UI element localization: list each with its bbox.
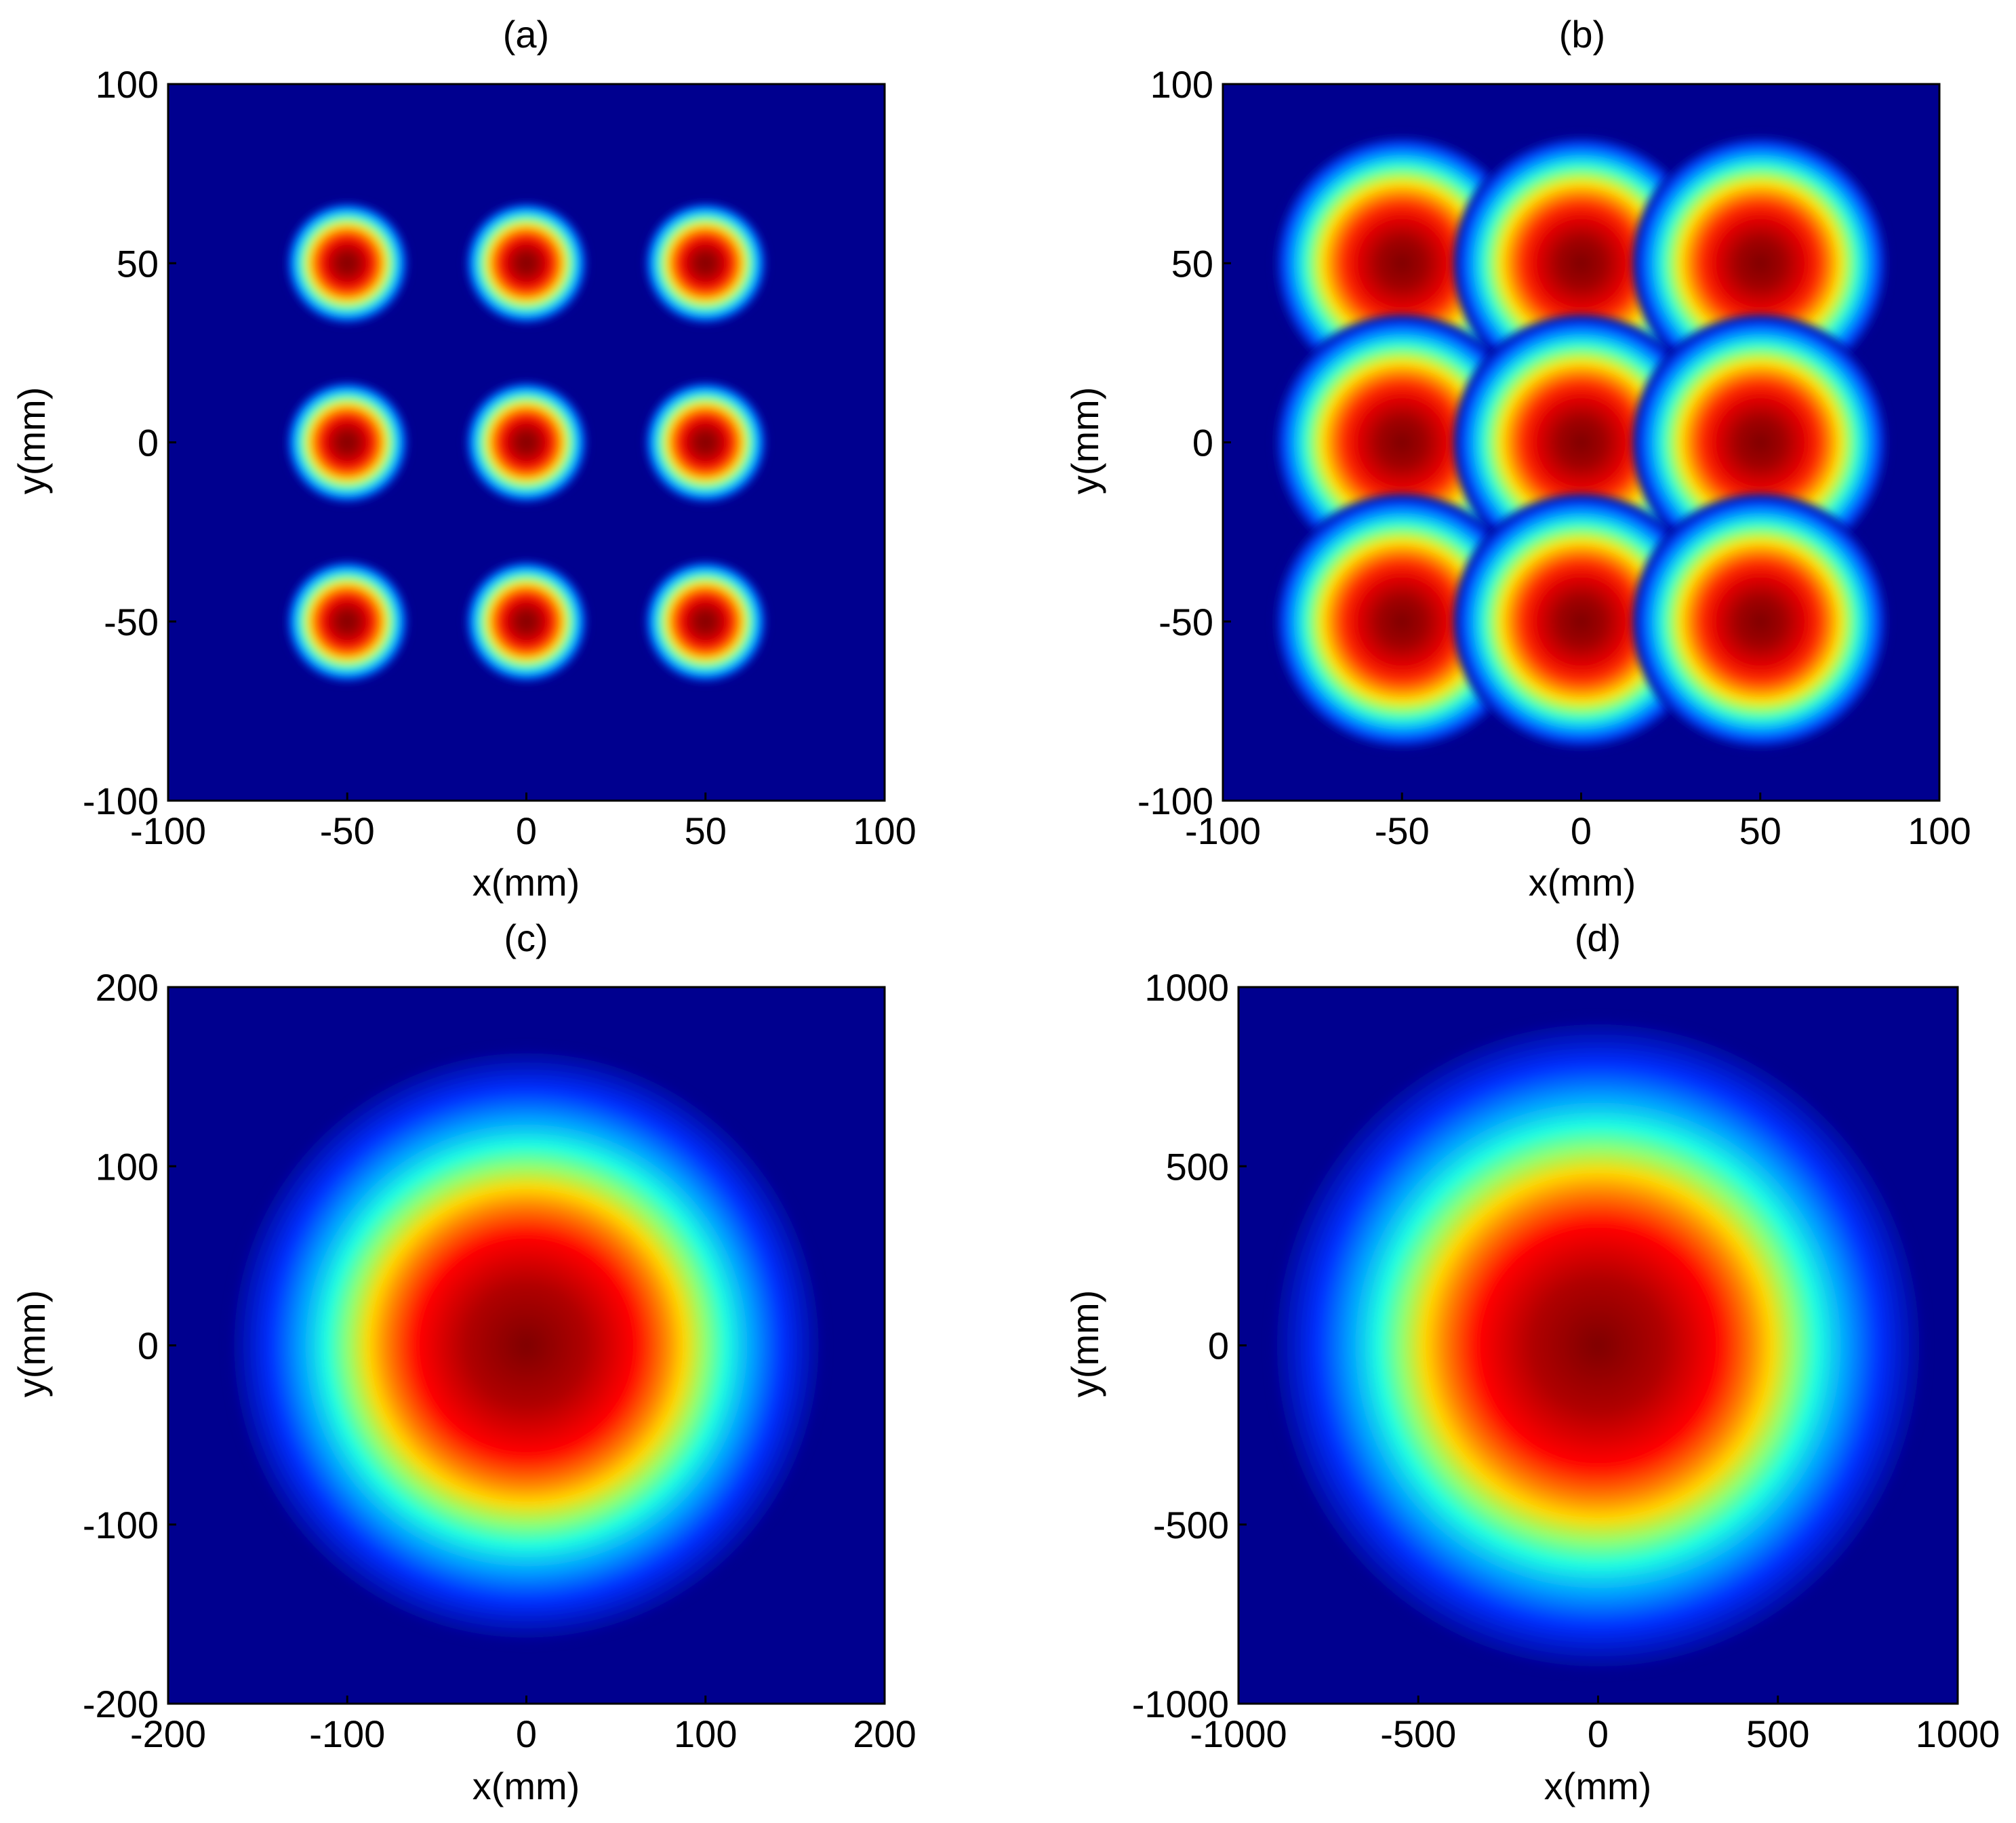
panel-d: -1000 -500 0 500 1000 1000 500 0 -500 -1000 (d) x… <box>1064 917 2000 1807</box>
x-tick-label: 100 <box>1908 809 1971 852</box>
intensity-spot <box>644 381 767 504</box>
heatmap-spots <box>286 202 767 683</box>
x-tick-label: 0 <box>516 1712 537 1755</box>
plot-area: -1000 -500 0 500 1000 1000 500 0 -500 -1000 <box>1132 966 2000 1755</box>
y-tick-label: 0 <box>1192 422 1213 464</box>
x-tick-label: -200 <box>130 1712 206 1755</box>
x-tick-label: 0 <box>1588 1712 1609 1755</box>
y-tick-label: -500 <box>1153 1504 1229 1546</box>
intensity-spot <box>1632 135 1889 391</box>
intensity-spot <box>286 381 409 504</box>
y-tick-label: -50 <box>1158 601 1213 643</box>
intensity-spot <box>228 1047 824 1643</box>
y-tick-label: 100 <box>96 63 159 106</box>
y-axis-label: y(mm) <box>10 1290 53 1398</box>
y-tick-label: -50 <box>104 601 159 643</box>
x-axis-label: x(mm) <box>1529 861 1636 904</box>
y-tick-label: 50 <box>1171 242 1213 285</box>
intensity-spot <box>1632 494 1889 750</box>
x-axis-label: x(mm) <box>472 1765 580 1807</box>
x-tick-label: -500 <box>1380 1712 1456 1755</box>
intensity-spot <box>1453 135 1709 391</box>
panel-title: (c) <box>504 917 548 959</box>
x-tick-label: 100 <box>674 1712 737 1755</box>
y-tick-label: 0 <box>138 1325 159 1367</box>
intensity-spot <box>1274 135 1530 391</box>
intensity-spot <box>1274 315 1530 570</box>
x-tick-label: -1000 <box>1190 1712 1287 1755</box>
panel-title: (b) <box>1559 13 1605 56</box>
intensity-spot <box>465 560 588 683</box>
x-axis-label: x(mm) <box>1544 1765 1652 1807</box>
x-tick-label: 100 <box>853 809 916 852</box>
y-tick-label: -100 <box>83 780 159 822</box>
y-tick-label: 100 <box>96 1145 159 1188</box>
x-tick-label: 500 <box>1746 1712 1809 1755</box>
panel-title: (d) <box>1575 917 1621 959</box>
heatmap-spots <box>1274 135 1889 750</box>
y-axis-label: y(mm) <box>1064 1290 1106 1398</box>
intensity-spot <box>644 560 767 683</box>
panel-title: (a) <box>503 13 549 56</box>
y-tick-label: 100 <box>1150 63 1213 106</box>
x-tick-label: -50 <box>1375 809 1430 852</box>
intensity-spot <box>286 202 409 325</box>
y-tick-label: 200 <box>96 966 159 1009</box>
y-axis-label: y(mm) <box>10 387 53 495</box>
y-tick-label: -200 <box>83 1683 159 1725</box>
intensity-spot <box>286 560 409 683</box>
panel-b: -100 -50 0 50 100 100 50 0 -50 -100 (b) x(mm) y(m… <box>1064 13 1971 904</box>
plot-area: -200 -100 0 100 200 200 100 0 -100 -200 <box>83 966 916 1755</box>
y-tick-label: -100 <box>83 1504 159 1546</box>
x-tick-label: -100 <box>1185 809 1261 852</box>
x-tick-label: 50 <box>1739 809 1781 852</box>
y-tick-label: 0 <box>1208 1325 1229 1367</box>
intensity-spot <box>1453 494 1709 750</box>
heatmap-spots <box>228 1047 824 1643</box>
x-tick-label: -100 <box>130 809 206 852</box>
plot-area: -100 -50 0 50 100 100 50 0 -50 -100 <box>1137 63 1971 852</box>
panel-c: -200 -100 0 100 200 200 100 0 -100 -200 (c) x(mm)… <box>10 917 916 1807</box>
y-tick-label: -1000 <box>1132 1683 1229 1725</box>
intensity-spot <box>1632 315 1889 570</box>
y-tick-label: 0 <box>138 422 159 464</box>
y-tick-label: 500 <box>1166 1145 1229 1188</box>
x-tick-label: -100 <box>309 1712 385 1755</box>
x-tick-label: 0 <box>516 809 537 852</box>
y-axis-label: y(mm) <box>1064 387 1106 495</box>
intensity-spot <box>1270 1018 1926 1673</box>
plot-area: -100 -50 0 50 100 100 50 0 -50 -100 <box>83 63 916 852</box>
y-tick-label: 50 <box>117 242 159 285</box>
x-tick-label: 0 <box>1571 809 1592 852</box>
intensity-spot <box>465 202 588 325</box>
y-tick-label: 1000 <box>1144 966 1229 1009</box>
x-tick-label: -50 <box>320 809 375 852</box>
y-tick-label: -100 <box>1137 780 1213 822</box>
intensity-spot <box>1274 494 1530 750</box>
intensity-spot <box>1453 315 1709 570</box>
x-axis-label: x(mm) <box>472 861 580 904</box>
x-tick-label: 200 <box>853 1712 916 1755</box>
x-tick-label: 50 <box>685 809 727 852</box>
x-tick-label: 1000 <box>1916 1712 2000 1755</box>
intensity-spot <box>644 202 767 325</box>
heatmap-spots <box>1270 1018 1926 1673</box>
panel-a: -100 -50 0 50 100 100 50 0 -50 -100 (a) x(mm) y(m… <box>10 13 916 904</box>
intensity-spot <box>465 381 588 504</box>
